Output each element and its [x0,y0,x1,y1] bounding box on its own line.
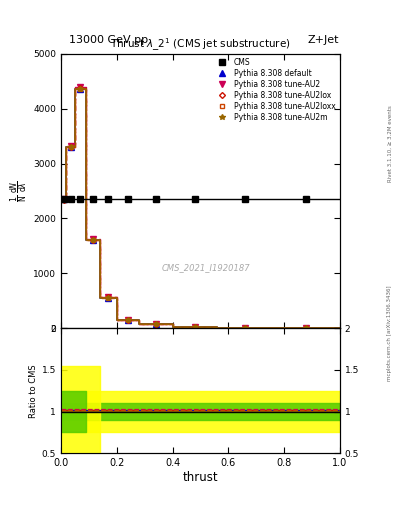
Pythia 8.308 tune-AU2lox [243,325,248,331]
CMS [193,196,197,202]
Pythia 8.308 default [193,324,197,330]
Pythia 8.308 tune-AU2m [243,325,248,331]
Text: 13000 GeV pp: 13000 GeV pp [69,35,148,45]
X-axis label: thrust: thrust [183,471,218,484]
CMS [61,196,66,202]
Pythia 8.308 tune-AU2 [125,317,130,323]
Text: Z+Jet: Z+Jet [307,35,339,45]
Pythia 8.308 tune-AU2m [78,86,83,92]
Pythia 8.308 tune-AU2 [193,324,197,330]
Pythia 8.308 tune-AU2loxx [68,144,73,150]
Pythia 8.308 default [68,144,73,150]
Text: Rivet 3.1.10, ≥ 3.2M events: Rivet 3.1.10, ≥ 3.2M events [387,105,392,182]
Pythia 8.308 tune-AU2loxx [106,294,111,301]
CMS [106,196,111,202]
Pythia 8.308 tune-AU2 [91,237,95,243]
Pythia 8.308 default [243,325,248,331]
Pythia 8.308 tune-AU2lox [304,325,309,331]
Line: Pythia 8.308 tune-AU2: Pythia 8.308 tune-AU2 [61,84,309,331]
Pythia 8.308 default [78,87,83,93]
Pythia 8.308 tune-AU2loxx [153,321,158,327]
Line: Pythia 8.308 tune-AU2m: Pythia 8.308 tune-AU2m [61,87,309,331]
CMS [125,196,130,202]
Line: Pythia 8.308 tune-AU2lox: Pythia 8.308 tune-AU2lox [62,86,309,330]
Line: Pythia 8.308 tune-AU2loxx: Pythia 8.308 tune-AU2loxx [62,87,309,330]
CMS [304,196,309,202]
Pythia 8.308 tune-AU2lox [153,321,158,327]
Bar [61,391,340,432]
Text: CMS_2021_I1920187: CMS_2021_I1920187 [162,263,250,272]
Pythia 8.308 tune-AU2lox [106,294,111,301]
Pythia 8.308 tune-AU2m [153,321,158,327]
Pythia 8.308 default [106,294,111,301]
Pythia 8.308 tune-AU2loxx [78,86,83,92]
Pythia 8.308 tune-AU2 [243,325,248,331]
Pythia 8.308 default [91,238,95,244]
Pythia 8.308 tune-AU2m [91,237,95,243]
Pythia 8.308 tune-AU2loxx [61,197,66,203]
Pythia 8.308 tune-AU2m [125,317,130,324]
Pythia 8.308 tune-AU2loxx [243,325,248,331]
Pythia 8.308 tune-AU2lox [61,197,66,203]
CMS [243,196,248,202]
Title: Thrust $\lambda\_2^{1}$ (CMS jet substructure): Thrust $\lambda\_2^{1}$ (CMS jet substru… [110,36,291,53]
Pythia 8.308 tune-AU2 [106,294,111,301]
Legend: CMS, Pythia 8.308 default, Pythia 8.308 tune-AU2, Pythia 8.308 tune-AU2lox, Pyth: CMS, Pythia 8.308 default, Pythia 8.308 … [211,56,338,124]
Pythia 8.308 tune-AU2lox [78,86,83,92]
Pythia 8.308 tune-AU2m [304,325,309,331]
Pythia 8.308 tune-AU2lox [68,143,73,150]
Pythia 8.308 tune-AU2m [106,294,111,301]
Pythia 8.308 default [153,321,158,327]
Pythia 8.308 tune-AU2lox [125,317,130,324]
Pythia 8.308 tune-AU2lox [193,324,197,330]
Pythia 8.308 tune-AU2m [68,143,73,150]
Text: mcplots.cern.ch [arXiv:1306.3436]: mcplots.cern.ch [arXiv:1306.3436] [387,285,392,380]
Pythia 8.308 tune-AU2m [193,324,197,330]
Pythia 8.308 default [61,196,66,202]
Pythia 8.308 tune-AU2 [61,196,66,202]
Pythia 8.308 tune-AU2 [153,321,158,327]
CMS [153,196,158,202]
Pythia 8.308 tune-AU2 [304,325,309,331]
Pythia 8.308 tune-AU2lox [91,237,95,243]
CMS [68,196,73,202]
Line: CMS: CMS [61,197,309,202]
Pythia 8.308 tune-AU2loxx [193,324,197,330]
Line: Pythia 8.308 default: Pythia 8.308 default [61,87,309,331]
Pythia 8.308 tune-AU2 [78,83,83,90]
Pythia 8.308 default [304,325,309,331]
Pythia 8.308 tune-AU2loxx [91,237,95,243]
Pythia 8.308 tune-AU2m [61,196,66,202]
Bar [61,403,340,420]
Pythia 8.308 tune-AU2 [68,143,73,149]
Y-axis label: Ratio to CMS: Ratio to CMS [29,364,37,417]
Pythia 8.308 tune-AU2loxx [125,317,130,324]
Y-axis label: $\frac{1}{\mathrm{N}}\,\frac{\mathrm{d}N}{\mathrm{d}\lambda}$: $\frac{1}{\mathrm{N}}\,\frac{\mathrm{d}N… [9,180,30,202]
CMS [91,196,95,202]
CMS [78,196,83,202]
Pythia 8.308 tune-AU2loxx [304,325,309,331]
Pythia 8.308 default [125,317,130,324]
